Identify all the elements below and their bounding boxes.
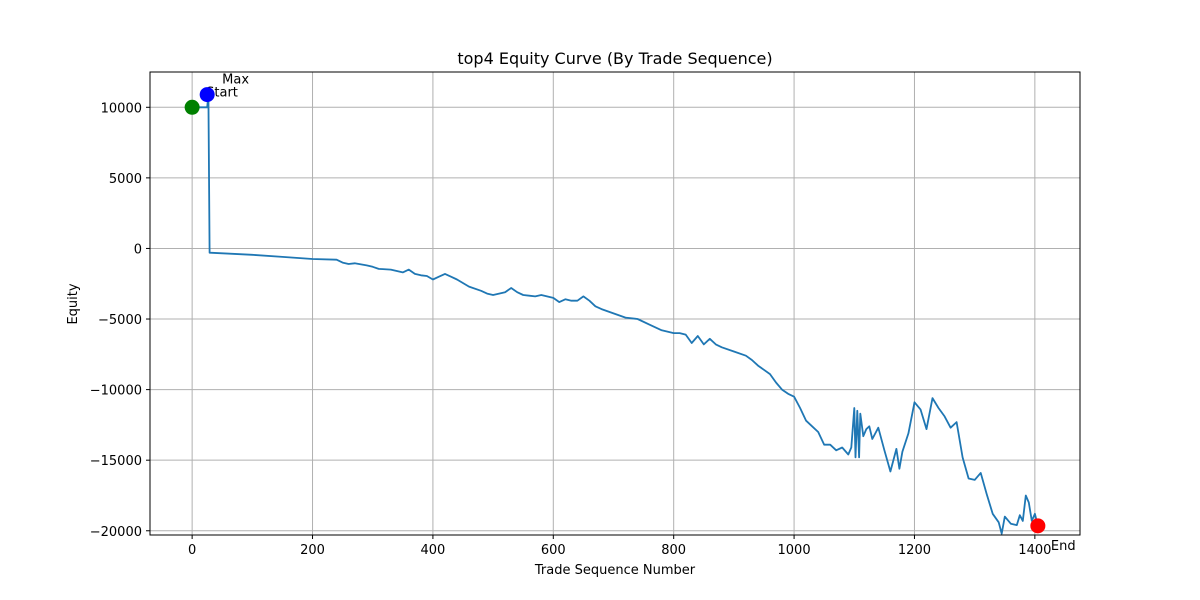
x-tick-label: 0	[188, 543, 196, 558]
x-tick-label: 1400	[1018, 543, 1051, 558]
y-tick-label: 0	[134, 242, 142, 257]
x-axis-title: Trade Sequence Number	[534, 563, 696, 578]
x-tick-label: 800	[661, 543, 686, 558]
plot-frame	[149, 71, 1081, 536]
x-tick-label: 400	[420, 543, 445, 558]
ticks: 0 200 400 600 800 1000 1200 1400 10000 5000 0 −5000…	[90, 101, 1052, 558]
end-annotation: End	[1051, 539, 1076, 554]
x-tick-label: 200	[300, 543, 325, 558]
x-tick-label: 1000	[778, 543, 811, 558]
y-axis-title: Equity	[66, 283, 81, 324]
max-annotation: Max	[222, 73, 249, 88]
y-tick-label: −20000	[90, 525, 142, 540]
y-tick-label: −5000	[98, 313, 142, 328]
y-tick-label: −15000	[90, 454, 142, 469]
max-marker	[199, 87, 215, 103]
equity-line	[192, 93, 1039, 535]
y-tick-label: 10000	[101, 101, 142, 116]
x-tick-label: 600	[541, 543, 566, 558]
y-tick-label: −10000	[90, 384, 142, 399]
start-marker	[184, 99, 200, 115]
y-tick-label: 5000	[109, 172, 142, 187]
end-marker	[1030, 518, 1046, 534]
chart-title: top4 Equity Curve (By Trade Sequence)	[457, 49, 772, 68]
grid	[150, 72, 1080, 535]
x-tick-label: 1200	[898, 543, 931, 558]
series-layer	[192, 93, 1039, 535]
